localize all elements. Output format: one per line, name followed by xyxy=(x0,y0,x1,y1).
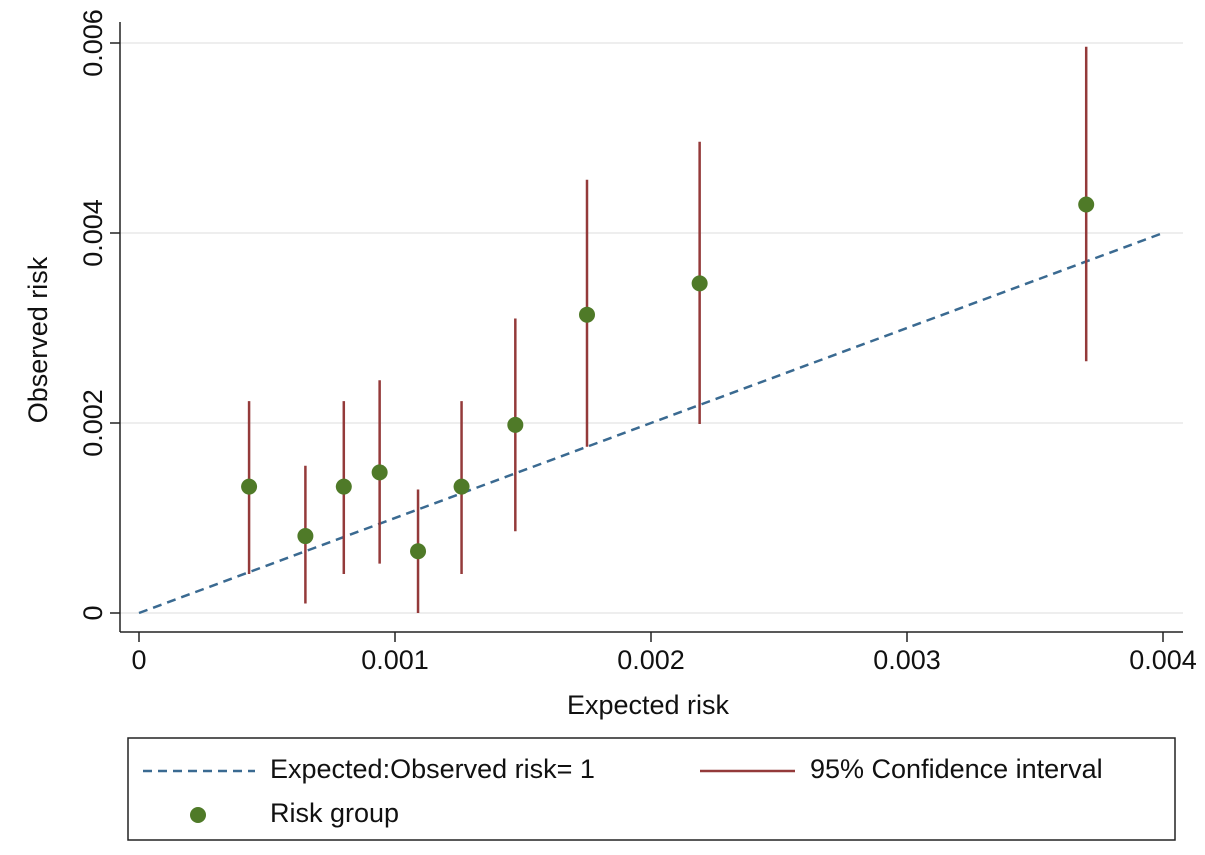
point xyxy=(691,275,708,292)
point xyxy=(241,478,258,495)
legend-label: 95% Confidence interval xyxy=(810,754,1103,784)
point xyxy=(453,478,470,495)
x-tick-label: 0.003 xyxy=(873,645,941,675)
x-tick-label: 0 xyxy=(131,645,146,675)
legend-label: Expected:Observed risk= 1 xyxy=(270,754,595,784)
legend-swatch xyxy=(190,807,206,823)
point xyxy=(1078,196,1095,213)
y-tick-label: 0.002 xyxy=(78,389,108,457)
y-tick-label: 0.004 xyxy=(78,199,108,267)
x-tick-label: 0.001 xyxy=(361,645,429,675)
y-tick-label: 0 xyxy=(78,605,108,620)
point xyxy=(297,528,314,545)
y-axis-label: Observed risk xyxy=(23,256,53,423)
point xyxy=(335,478,352,495)
x-axis-label: Expected risk xyxy=(567,690,730,720)
x-tick-label: 0.002 xyxy=(617,645,685,675)
point xyxy=(410,543,427,560)
legend-label: Risk group xyxy=(270,798,399,828)
point xyxy=(507,416,524,433)
reference-line xyxy=(138,231,1164,615)
y-tick-label: 0.006 xyxy=(78,9,108,77)
x-tick-label: 0.004 xyxy=(1129,645,1197,675)
point xyxy=(371,464,388,481)
point xyxy=(579,306,595,323)
legend-box xyxy=(127,737,1176,841)
